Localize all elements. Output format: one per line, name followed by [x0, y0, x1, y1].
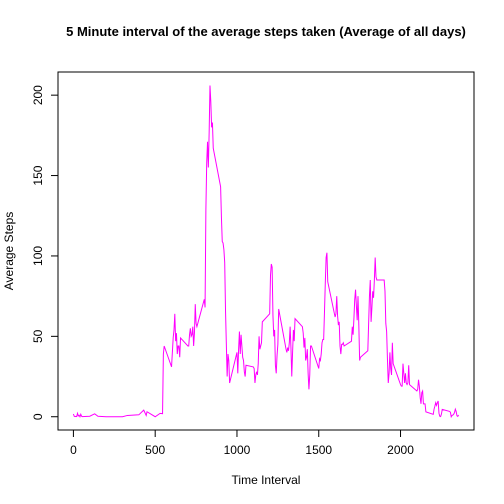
x-tick-label: 500 [145, 443, 165, 457]
chart-title: 5 Minute interval of the average steps t… [66, 24, 466, 39]
y-axis-label: Average Steps [2, 212, 16, 291]
y-tick-label: 150 [31, 165, 45, 185]
y-tick-label: 50 [31, 329, 45, 343]
x-tick-label: 1000 [224, 443, 251, 457]
x-tick-label: 1500 [305, 443, 332, 457]
y-tick-label: 100 [31, 246, 45, 266]
y-tick-label: 0 [31, 413, 45, 420]
x-axis-label: Time Interval [232, 473, 301, 487]
x-tick-label: 2000 [387, 443, 414, 457]
y-tick-label: 200 [31, 85, 45, 105]
plot-box [57, 71, 475, 431]
x-tick-label: 0 [70, 443, 77, 457]
data-line [72, 85, 460, 419]
